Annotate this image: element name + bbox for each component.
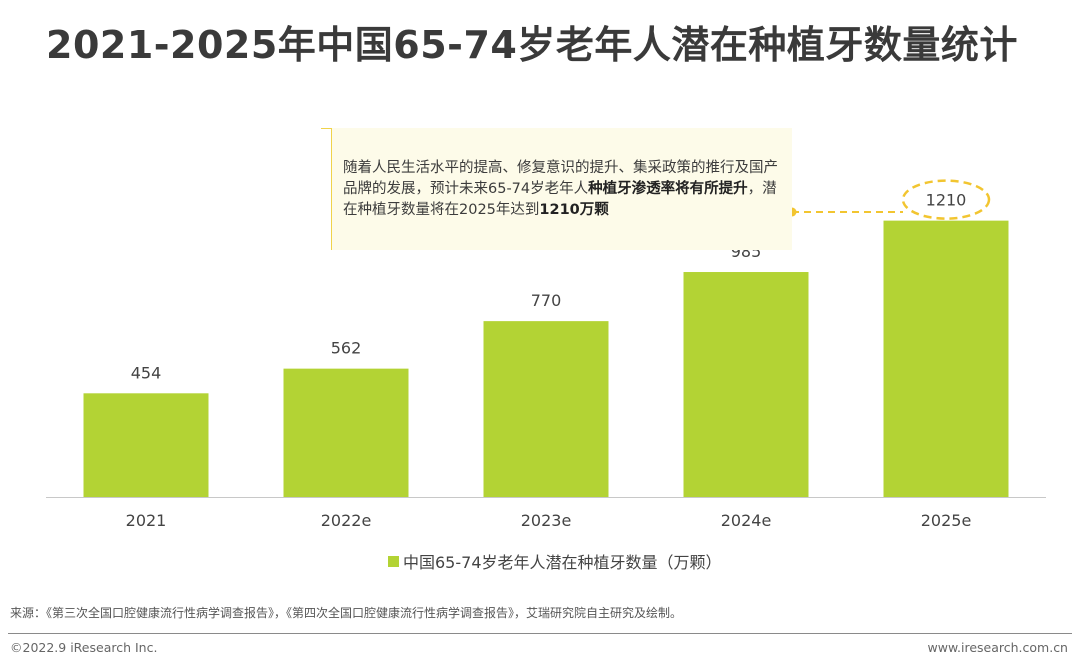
bar-2022e [283,368,409,497]
x-tick-label-2023e: 2023e [521,511,572,530]
data-label-2023e: 770 [531,291,562,310]
legend-label: 中国65-74岁老年人潜在种植牙数量（万颗） [403,553,722,572]
bar-2023e [483,321,609,497]
bar-2025e [883,220,1009,498]
bar-2021 [83,393,209,497]
callout-bold-value: 1210万颗 [539,202,609,218]
source-note: 来源：《第三次全国口腔健康流行性病学调查报告》，《第四次全国口腔健康流行性病学调… [10,606,683,620]
callout-bold-penetration: 种植牙渗透率将有所提升 [588,181,748,197]
data-label-2022e: 562 [331,339,362,358]
x-tick-label-2021: 2021 [126,511,167,530]
data-label-2025e: 1210 [926,191,967,210]
x-tick-label-2022e: 2022e [321,511,372,530]
callout-text: 随着人民生活水平的提高、修复意识的提升、集采政策的推行及国产品牌的发展，预计未来… [343,158,783,221]
x-tick-label-2025e: 2025e [921,511,972,530]
chart-legend: 中国65-74岁老年人潜在种植牙数量（万颗） [388,549,722,573]
footer-divider [8,633,1072,634]
page-title: 2021-2025年中国65-74岁老年人潜在种植牙数量统计 [46,23,1018,67]
callout-text-part2: ，潜在种植牙数量将在2025年达到 [343,181,777,218]
highlight-ellipse [901,179,991,220]
footer-copyright: ©2022.9 iResearch Inc. [10,640,158,655]
footer-website: www.iresearch.com.cn [927,640,1069,655]
callout-text-part1: 随着人民生活水平的提高、修复意识的提升、集采政策的推行及国产品牌的发展，预计未来… [343,160,778,197]
bar-2024e [683,272,809,497]
x-tick-label-2024e: 2024e [721,511,772,530]
data-label-2021: 454 [131,363,162,382]
callout-box [331,128,792,250]
legend-swatch [388,555,399,567]
